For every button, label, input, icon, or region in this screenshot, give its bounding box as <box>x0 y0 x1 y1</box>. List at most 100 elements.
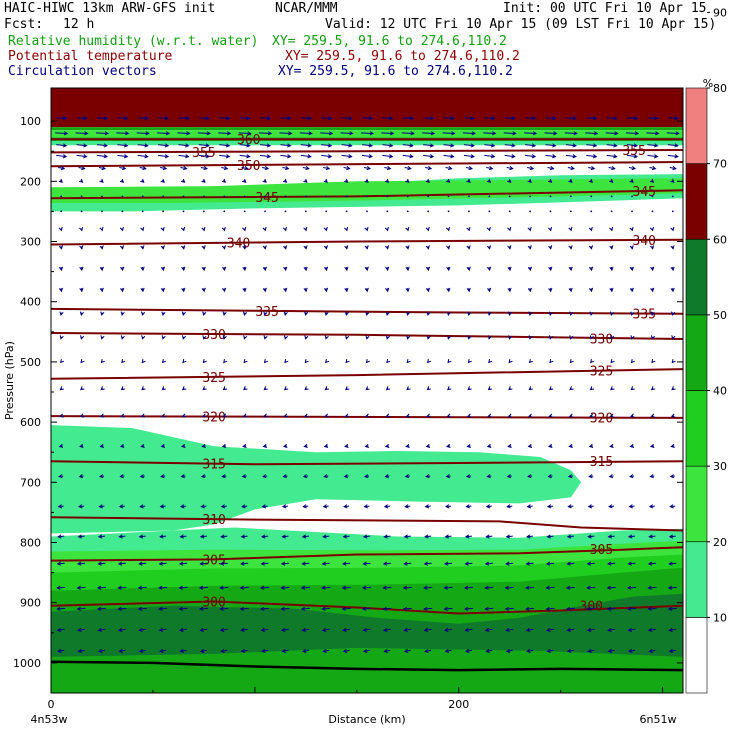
vector-arrowhead <box>144 143 149 148</box>
colorbar-bin <box>685 541 708 618</box>
vector-arrowhead <box>607 627 612 632</box>
theta-label: 345 <box>255 191 278 206</box>
vector-arrowhead <box>145 131 150 136</box>
vector-arrowhead <box>199 534 205 539</box>
vector-arrowhead <box>348 154 353 159</box>
vector-arrowhead <box>547 474 552 479</box>
circulation-vector <box>587 628 595 631</box>
colorbar-tick-label: 90 <box>713 6 727 19</box>
vector-arrowhead <box>178 606 183 611</box>
vector-arrowhead <box>406 311 411 316</box>
vector-arrowhead <box>546 534 551 539</box>
vector-arrowhead <box>588 178 594 183</box>
vector-dot <box>80 210 83 213</box>
vector-arrowhead <box>79 178 84 183</box>
circulation-vector <box>178 117 189 119</box>
circulation-vector <box>200 628 208 631</box>
field-name-vectors: Circulation vectors <box>8 64 157 79</box>
vector-arrowhead <box>344 266 349 272</box>
circulation-vector <box>648 607 657 610</box>
vector-arrowhead <box>282 443 288 449</box>
circulation-vector <box>219 154 230 158</box>
vector-arrowhead <box>323 266 329 272</box>
vector-arrowhead <box>362 561 367 566</box>
vector-arrowhead <box>178 585 183 590</box>
vector-arrowhead <box>303 287 308 293</box>
vector-arrowhead <box>651 166 657 171</box>
vector-arrowhead <box>104 131 110 136</box>
circulation-vector <box>159 607 168 610</box>
vector-arrowhead <box>76 606 81 611</box>
vector-arrowhead <box>671 311 676 316</box>
vector-arrowhead <box>425 178 430 183</box>
vector-dot <box>651 195 654 198</box>
vector-dot <box>468 195 470 198</box>
vector-arrowhead <box>363 504 368 509</box>
vector-arrowhead <box>465 504 470 509</box>
circulation-vector <box>504 144 515 147</box>
vector-arrowhead <box>406 335 411 340</box>
vector-arrowhead <box>219 606 224 611</box>
theta-label: 330 <box>590 332 613 347</box>
vector-arrowhead <box>203 166 208 171</box>
theta-label: 310 <box>202 513 225 528</box>
vector-arrowhead <box>450 154 455 159</box>
vector-arrowhead <box>266 143 272 148</box>
vector-arrowhead <box>403 627 408 632</box>
vector-arrowhead <box>260 561 265 566</box>
circulation-vector <box>158 154 169 158</box>
vector-arrowhead <box>261 648 266 653</box>
colorbar-bin <box>685 617 708 694</box>
vector-arrowhead <box>282 226 287 232</box>
vector-arrowhead <box>406 358 411 364</box>
vector-arrowhead <box>287 116 292 121</box>
vector-arrowhead <box>179 504 185 509</box>
vector-arrowhead <box>57 504 63 509</box>
vector-arrowhead <box>383 648 388 653</box>
vector-arrowhead <box>446 287 451 293</box>
vector-arrowhead <box>410 131 415 136</box>
y-tick-label: 1000 <box>13 657 41 670</box>
circulation-vector <box>546 586 555 589</box>
vector-dot <box>631 195 633 198</box>
vector-arrowhead <box>140 245 145 250</box>
circulation-vector <box>445 562 453 565</box>
theta-label: 305 <box>590 543 613 558</box>
vector-arrowhead <box>593 131 599 136</box>
vector-arrowhead <box>341 606 347 611</box>
vector-arrowhead <box>140 178 145 183</box>
vector-arrowhead <box>568 266 573 272</box>
vector-arrowhead <box>323 474 328 479</box>
circulation-vector <box>526 607 535 610</box>
vector-arrowhead <box>205 154 210 159</box>
vector-arrowhead <box>198 585 204 590</box>
vector-arrowhead <box>573 131 578 136</box>
circulation-vector <box>626 132 639 134</box>
vector-arrowhead <box>630 311 635 316</box>
vector-arrowhead <box>158 627 164 632</box>
vector-arrowhead <box>219 585 224 590</box>
vector-arrowhead <box>221 178 227 183</box>
vector-arrowhead <box>159 504 165 509</box>
vector-arrowhead <box>226 131 232 136</box>
vector-arrowhead <box>223 358 228 364</box>
vector-arrowhead <box>243 358 248 364</box>
vector-arrowhead <box>368 116 374 121</box>
vector-arrowhead <box>246 154 251 159</box>
vector-arrowhead <box>653 143 659 148</box>
circulation-vector <box>320 132 333 134</box>
theta-isoline <box>51 189 683 200</box>
vector-arrowhead <box>123 154 129 159</box>
circulation-vector <box>605 132 618 134</box>
vector-arrowhead <box>117 585 122 590</box>
circulation-vector <box>668 586 677 589</box>
vector-arrowhead <box>525 606 530 611</box>
vector-arrowhead <box>569 358 574 364</box>
vector-arrowhead <box>567 474 573 479</box>
vector-arrowhead <box>471 131 476 136</box>
circulation-vector <box>484 154 495 158</box>
vector-arrowhead <box>161 413 166 418</box>
circulation-vector <box>362 586 372 589</box>
vector-arrowhead <box>626 606 632 611</box>
circulation-vector <box>668 607 677 610</box>
